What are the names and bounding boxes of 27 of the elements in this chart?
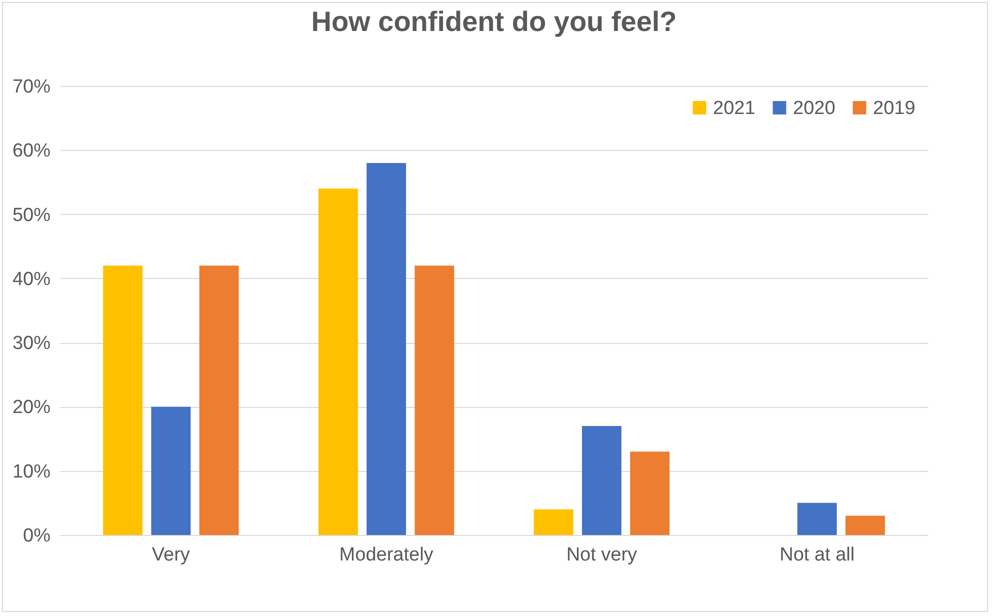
x-tick-label: Very <box>152 544 190 566</box>
legend-label: 2019 <box>873 98 916 119</box>
bar <box>630 452 670 535</box>
bar <box>318 188 358 535</box>
y-tick-label: 30% <box>12 333 51 354</box>
bar <box>582 426 622 535</box>
legend-label: 2020 <box>793 98 836 119</box>
legend-label: 2021 <box>713 98 756 119</box>
y-tick-label: 40% <box>12 268 51 290</box>
y-tick-label: 60% <box>12 140 51 162</box>
bar <box>103 266 143 535</box>
bar <box>845 516 885 535</box>
bar <box>366 162 406 535</box>
y-tick-label: 0% <box>23 526 51 546</box>
x-tick-label: Not at all <box>780 544 855 566</box>
bar <box>797 502 837 535</box>
y-tick-label: 70% <box>12 76 51 98</box>
bar <box>199 266 239 535</box>
y-tick-label: 20% <box>12 397 51 418</box>
x-tick-label: Not very <box>566 544 638 566</box>
bar <box>534 509 574 535</box>
bar <box>414 266 454 535</box>
bar <box>151 406 191 535</box>
chart-title: How confident do you feel? <box>311 6 677 37</box>
y-tick-label: 50% <box>12 204 51 226</box>
x-tick-label: Moderately <box>339 544 434 566</box>
y-tick-label: 10% <box>12 461 51 482</box>
